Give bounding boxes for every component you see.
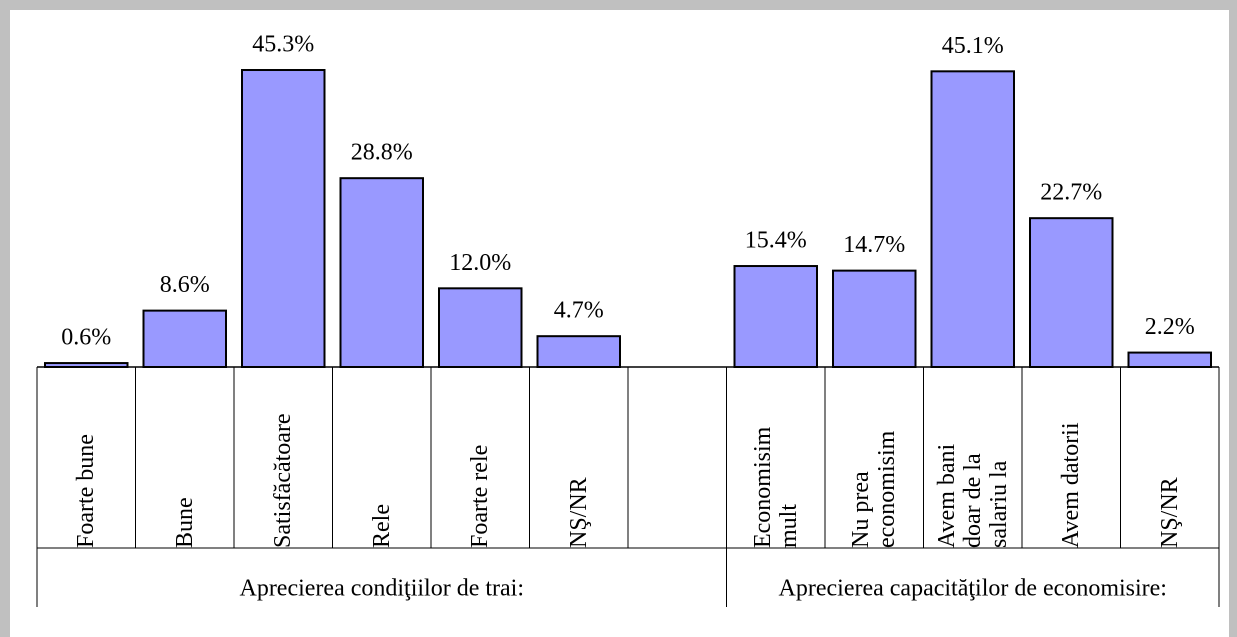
- group-label: Aprecierea condiţiilor de trai:: [239, 576, 524, 602]
- category-cell: Economisim mult: [727, 372, 826, 548]
- value-label: 2.2%: [1145, 314, 1195, 340]
- category-cell: Rele: [333, 372, 432, 548]
- bar: [1029, 217, 1114, 368]
- bar: [44, 362, 129, 369]
- bar: [438, 287, 523, 368]
- bar: [339, 177, 424, 368]
- x-tick-label: Economisim mult: [749, 426, 802, 548]
- category-cell: Avem bani doar de la salariu la: [924, 372, 1023, 548]
- value-label: 22.7%: [1040, 180, 1102, 206]
- category-cell: NŞ/NR: [530, 372, 629, 548]
- bar: [142, 309, 227, 369]
- value-label: 0.6%: [61, 325, 111, 351]
- x-tick-label: NŞ/NR: [1156, 477, 1183, 548]
- value-label: 28.8%: [351, 140, 413, 166]
- frame-top: [0, 0, 1237, 10]
- category-cell: Foarte bune: [37, 372, 136, 548]
- bar: [930, 70, 1015, 368]
- value-label: 12.0%: [449, 250, 511, 276]
- x-tick-label: Avem datorii: [1058, 422, 1085, 548]
- value-label: 14.7%: [843, 232, 905, 258]
- value-label: 45.1%: [942, 33, 1004, 59]
- category-cell: Foarte rele: [431, 372, 530, 548]
- category-cell: Satisfăcătoare: [234, 372, 333, 548]
- bar: [536, 335, 621, 368]
- bar: [241, 69, 326, 368]
- x-tick-label: Avem bani doar de la salariu la: [933, 443, 1012, 548]
- bar: [832, 269, 917, 368]
- category-cell: NŞ/NR: [1121, 372, 1220, 548]
- bar: [733, 265, 818, 368]
- group-label: Aprecierea capacităţilor de economisire:: [779, 576, 1167, 602]
- frame-right: [1229, 0, 1237, 637]
- frame-left: [0, 0, 10, 637]
- x-tick-label: Bune: [171, 497, 198, 548]
- value-label: 45.3%: [252, 32, 314, 58]
- x-tick-label: Rele: [368, 504, 395, 548]
- x-tick-label: NŞ/NR: [565, 477, 592, 548]
- category-cell: Bune: [136, 372, 235, 548]
- x-tick-label: Nu prea economisim: [848, 430, 901, 548]
- category-cell: Nu prea economisim: [825, 372, 924, 548]
- x-tick-label: Foarte rele: [467, 444, 494, 548]
- category-cell: Avem datorii: [1022, 372, 1121, 548]
- value-label: 8.6%: [160, 272, 210, 298]
- value-label: 15.4%: [745, 228, 807, 254]
- x-tick-label: Foarte bune: [73, 434, 100, 548]
- bar: [1127, 351, 1212, 369]
- value-label: 4.7%: [554, 298, 604, 324]
- x-tick-label: Satisfăcătoare: [270, 413, 297, 548]
